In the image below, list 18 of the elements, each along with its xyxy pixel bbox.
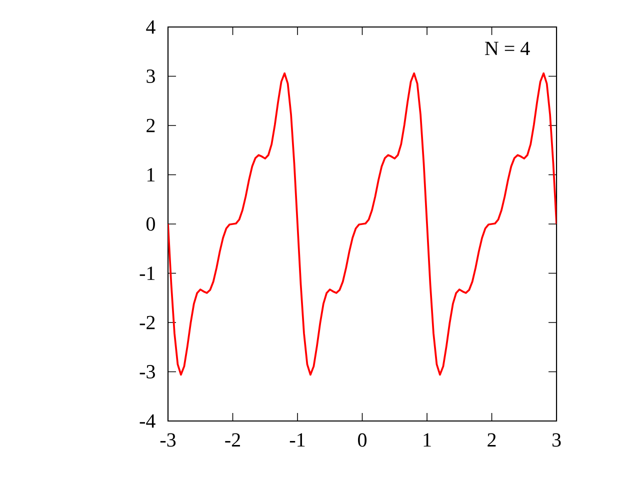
y-tick-label: -3 [140, 365, 155, 378]
y-tick-label: 0 [146, 217, 155, 231]
x-tick-label: -3 [160, 433, 176, 447]
x-tick-label: -1 [290, 433, 305, 446]
x-tick-label: 3 [552, 433, 561, 447]
y-tick-label: 4 [146, 20, 156, 34]
y-tick-label: -1 [140, 266, 155, 280]
x-tick-label: 2 [488, 433, 496, 447]
x-tick-label: -2 [225, 433, 240, 447]
y-tick-label: 2 [146, 118, 155, 132]
y-tick-label: 1 [147, 168, 155, 182]
annotation: N = 4 [485, 42, 530, 55]
x-tick-label: 0 [358, 433, 367, 447]
y-tick-label: -2 [140, 316, 155, 330]
y-tick-label: -4 [140, 414, 156, 428]
y-tick-label: 3 [146, 70, 155, 83]
line-series [168, 72, 557, 376]
x-tick-label: 1 [424, 433, 431, 446]
